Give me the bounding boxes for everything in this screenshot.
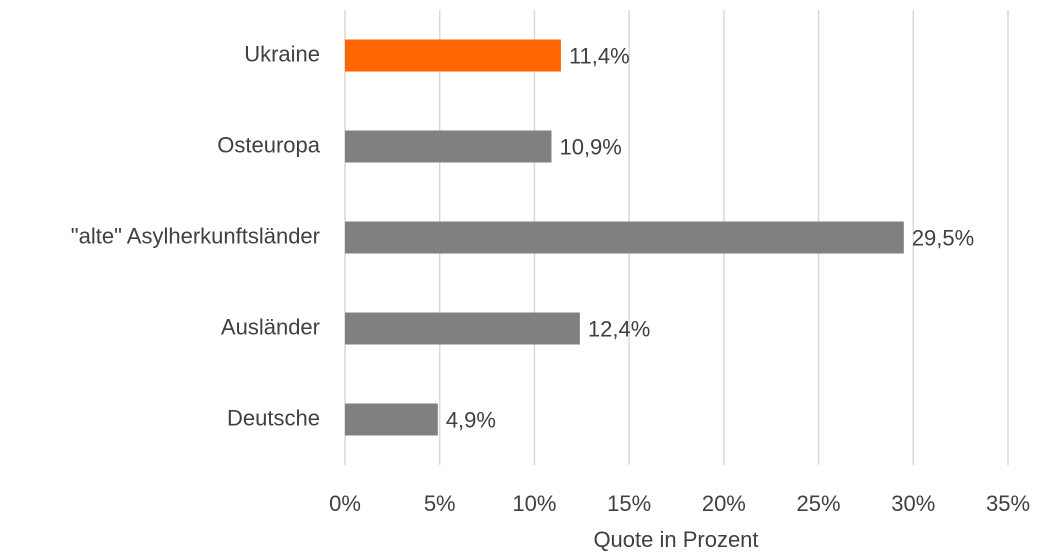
x-tick-label: 25% (797, 491, 841, 516)
bar (345, 403, 438, 436)
y-tick-label: Osteuropa (217, 132, 320, 157)
x-axis-label: Quote in Prozent (593, 527, 758, 552)
bar (345, 39, 561, 72)
y-tick-label: Ausländer (221, 314, 320, 339)
x-tick-label: 20% (702, 491, 746, 516)
value-label: 29,5% (912, 225, 974, 250)
x-tick-label: 35% (986, 491, 1030, 516)
y-tick-label: Deutsche (227, 405, 320, 430)
x-tick-label: 10% (512, 491, 556, 516)
x-tick-label: 5% (424, 491, 456, 516)
value-label: 12,4% (588, 316, 650, 341)
x-tick-label: 15% (607, 491, 651, 516)
bar (345, 312, 580, 345)
y-tick-label: Ukraine (244, 41, 320, 66)
x-tick-label: 30% (891, 491, 935, 516)
y-tick-label: "alte" Asylherkunftsländer (71, 223, 320, 248)
bar (345, 221, 904, 254)
bar (345, 130, 552, 163)
value-label: 10,9% (559, 134, 621, 159)
value-label: 11,4% (569, 43, 630, 68)
value-label: 4,9% (446, 407, 496, 432)
x-tick-label: 0% (329, 491, 361, 516)
